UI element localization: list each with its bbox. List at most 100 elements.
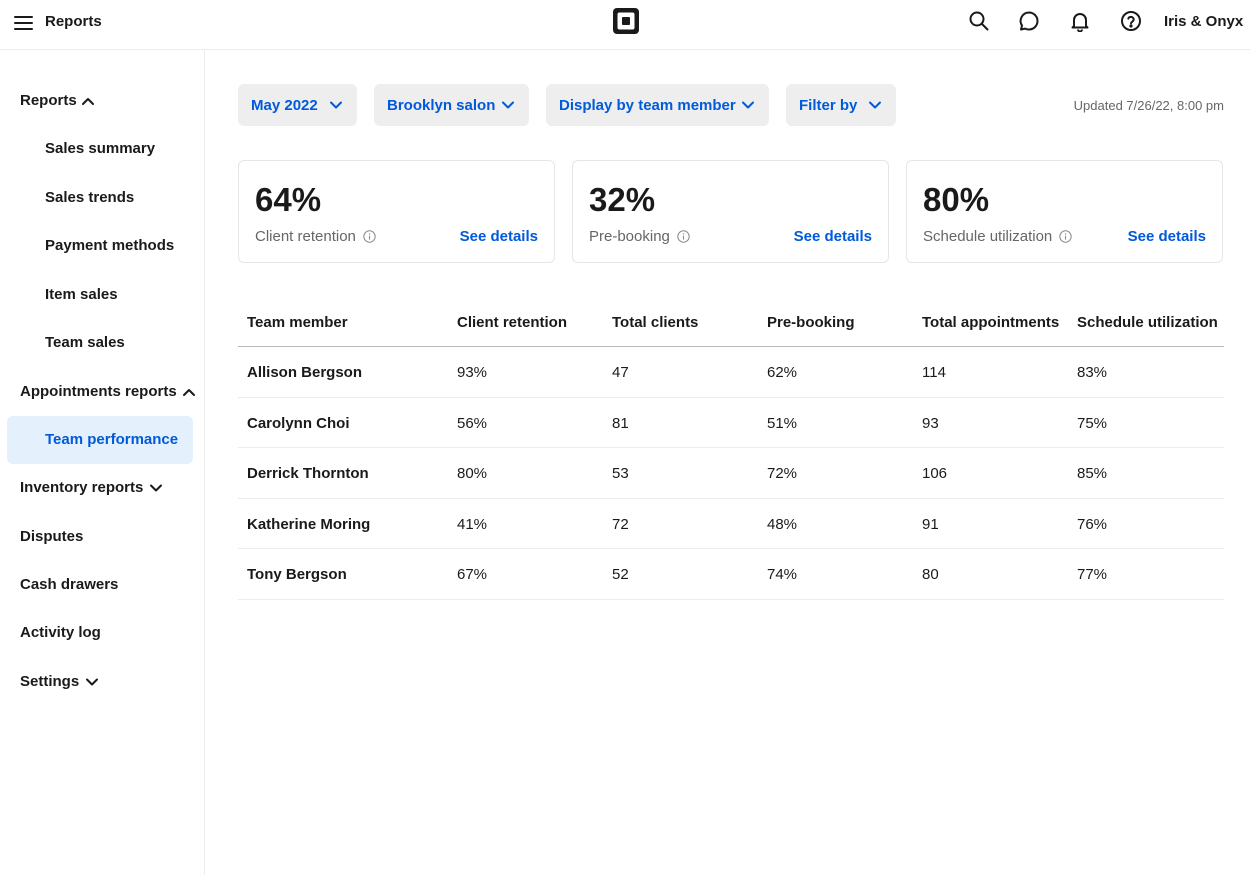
cell-client-retention: 56% — [457, 414, 488, 432]
cell-total-clients: 52 — [612, 566, 629, 583]
chevron-down-icon — [330, 101, 342, 109]
column-header-client-retention[interactable]: Client retention — [457, 314, 568, 331]
cell-total-appointments: 80 — [922, 566, 939, 583]
chevron-down-icon — [502, 101, 514, 109]
chevron-up-icon — [183, 389, 195, 396]
table-row[interactable]: Allison Bergson 93% 47 62% 114 83% — [238, 347, 1224, 398]
sidebar-item-item-sales[interactable]: Item sales — [0, 275, 205, 315]
sidebar-item-label: Settings — [20, 673, 80, 690]
sidebar-item-sales-trends[interactable]: Sales trends — [0, 178, 205, 218]
sidebar: Reports Sales summary Sales trends Payme… — [0, 50, 205, 875]
top-bar: Reports Iris & Onyx — [0, 0, 1250, 50]
cell-pre-booking: 62% — [767, 364, 798, 381]
team-performance-table: Team member Client retention Total clien… — [238, 296, 1224, 600]
column-header-team-member[interactable]: Team member — [247, 314, 348, 331]
table-row[interactable]: Derrick Thornton 80% 53 72% 106 85% — [238, 448, 1224, 499]
sidebar-item-sales-summary[interactable]: Sales summary — [0, 129, 205, 169]
see-details-link[interactable]: See details — [793, 228, 872, 245]
location-filter-dropdown[interactable]: Brooklyn salon — [374, 84, 529, 126]
table-header: Team member Client retention Total clien… — [238, 296, 1224, 347]
cell-schedule-utilization: 75% — [1077, 414, 1108, 432]
filter-by-dropdown[interactable]: Filter by — [786, 84, 896, 126]
sidebar-item-label: Appointments reports — [20, 383, 177, 400]
sidebar-item-label: Team sales — [45, 334, 125, 351]
sidebar-item-label: Payment methods — [45, 237, 175, 254]
cell-schedule-utilization: 77% — [1077, 566, 1108, 583]
sidebar-item-payment-methods[interactable]: Payment methods — [0, 226, 205, 266]
sidebar-item-label: Sales summary — [45, 140, 156, 157]
cell-team-member: Carolynn Choi — [247, 414, 350, 432]
kpi-value: 64% — [255, 181, 322, 218]
filter-by-label: Filter by — [799, 97, 858, 114]
sidebar-item-label: Item sales — [45, 286, 118, 303]
see-details-link[interactable]: See details — [1127, 228, 1206, 245]
sidebar-item-settings[interactable]: Settings — [0, 662, 205, 702]
kpi-label-text: Pre-booking — [589, 228, 670, 245]
info-icon[interactable] — [1059, 230, 1072, 243]
sidebar-item-inventory-reports[interactable]: Inventory reports — [0, 468, 205, 508]
cell-schedule-utilization: 76% — [1077, 515, 1108, 533]
sidebar-item-cash-drawers[interactable]: Cash drawers — [0, 565, 205, 605]
display-by-dropdown[interactable]: Display by team member — [546, 84, 769, 126]
sidebar-item-label: Activity log — [20, 624, 101, 641]
sidebar-item-appointments-reports[interactable]: Appointments reports — [0, 372, 205, 412]
table-row[interactable]: Katherine Moring 41% 72 48% 91 76% — [238, 499, 1224, 549]
sidebar-item-reports[interactable]: Reports — [0, 81, 205, 121]
kpi-label: Client retention — [255, 228, 376, 245]
location-filter-label: Brooklyn salon — [387, 97, 496, 114]
column-header-pre-booking[interactable]: Pre-booking — [767, 314, 855, 331]
search-icon[interactable] — [968, 10, 990, 32]
display-by-label: Display by team member — [559, 97, 736, 114]
sidebar-item-disputes[interactable]: Disputes — [0, 517, 205, 557]
kpi-label-text: Schedule utilization — [923, 228, 1053, 245]
kpi-card-client-retention: 64% Client retention See details — [238, 160, 555, 263]
kpi-card-schedule-utilization: 80% Schedule utilization See details — [906, 160, 1223, 263]
cell-total-appointments: 106 — [922, 465, 948, 482]
bell-icon[interactable] — [1069, 10, 1091, 32]
updated-timestamp: Updated 7/26/22, 8:00 pm — [1073, 98, 1224, 113]
cell-client-retention: 93% — [457, 364, 488, 381]
help-icon[interactable] — [1120, 10, 1142, 32]
sidebar-item-activity-log[interactable]: Activity log — [0, 613, 205, 653]
cell-total-appointments: 93 — [922, 414, 939, 432]
chat-icon[interactable] — [1018, 10, 1040, 32]
chevron-down-icon — [86, 678, 98, 686]
info-icon[interactable] — [363, 230, 376, 243]
menu-icon[interactable] — [13, 12, 35, 34]
cell-pre-booking: 48% — [767, 515, 798, 533]
column-header-total-appointments[interactable]: Total appointments — [922, 314, 1060, 331]
cell-pre-booking: 74% — [767, 566, 798, 583]
cell-client-retention: 67% — [457, 566, 488, 583]
table-row[interactable]: Tony Bergson 67% 52 74% 80 77% — [238, 549, 1224, 600]
cell-pre-booking: 51% — [767, 414, 798, 432]
cell-schedule-utilization: 83% — [1077, 364, 1108, 381]
info-icon[interactable] — [677, 230, 690, 243]
chevron-down-icon — [742, 101, 754, 109]
cell-total-appointments: 91 — [922, 515, 939, 533]
see-details-link[interactable]: See details — [459, 228, 538, 245]
column-header-schedule-utilization[interactable]: Schedule utilization — [1077, 314, 1218, 331]
cell-team-member: Allison Bergson — [247, 364, 363, 381]
sidebar-item-team-sales[interactable]: Team sales — [0, 323, 205, 363]
chevron-down-icon — [869, 101, 881, 109]
column-header-total-clients[interactable]: Total clients — [612, 314, 699, 331]
sidebar-item-label: Cash drawers — [20, 576, 119, 593]
date-filter-dropdown[interactable]: May 2022 — [238, 84, 357, 126]
kpi-label: Pre-booking — [589, 228, 690, 245]
square-logo-icon[interactable] — [613, 8, 639, 34]
date-filter-label: May 2022 — [251, 97, 318, 114]
app-title: Reports — [45, 13, 102, 30]
kpi-value: 80% — [923, 181, 990, 218]
kpi-card-pre-booking: 32% Pre-booking See details — [572, 160, 889, 263]
sidebar-item-label: Reports — [20, 92, 77, 109]
table-row[interactable]: Carolynn Choi 56% 81 51% 93 75% — [238, 398, 1224, 448]
kpi-label-text: Client retention — [255, 228, 356, 245]
sidebar-item-label: Sales trends — [45, 189, 135, 206]
cell-total-clients: 81 — [612, 414, 629, 432]
sidebar-item-team-performance[interactable]: Team performance — [7, 416, 193, 464]
cell-team-member: Derrick Thornton — [247, 465, 369, 482]
sidebar-item-label: Inventory reports — [20, 479, 144, 496]
account-name[interactable]: Iris & Onyx — [1164, 13, 1244, 30]
cell-client-retention: 41% — [457, 515, 488, 533]
cell-total-clients: 72 — [612, 515, 629, 533]
